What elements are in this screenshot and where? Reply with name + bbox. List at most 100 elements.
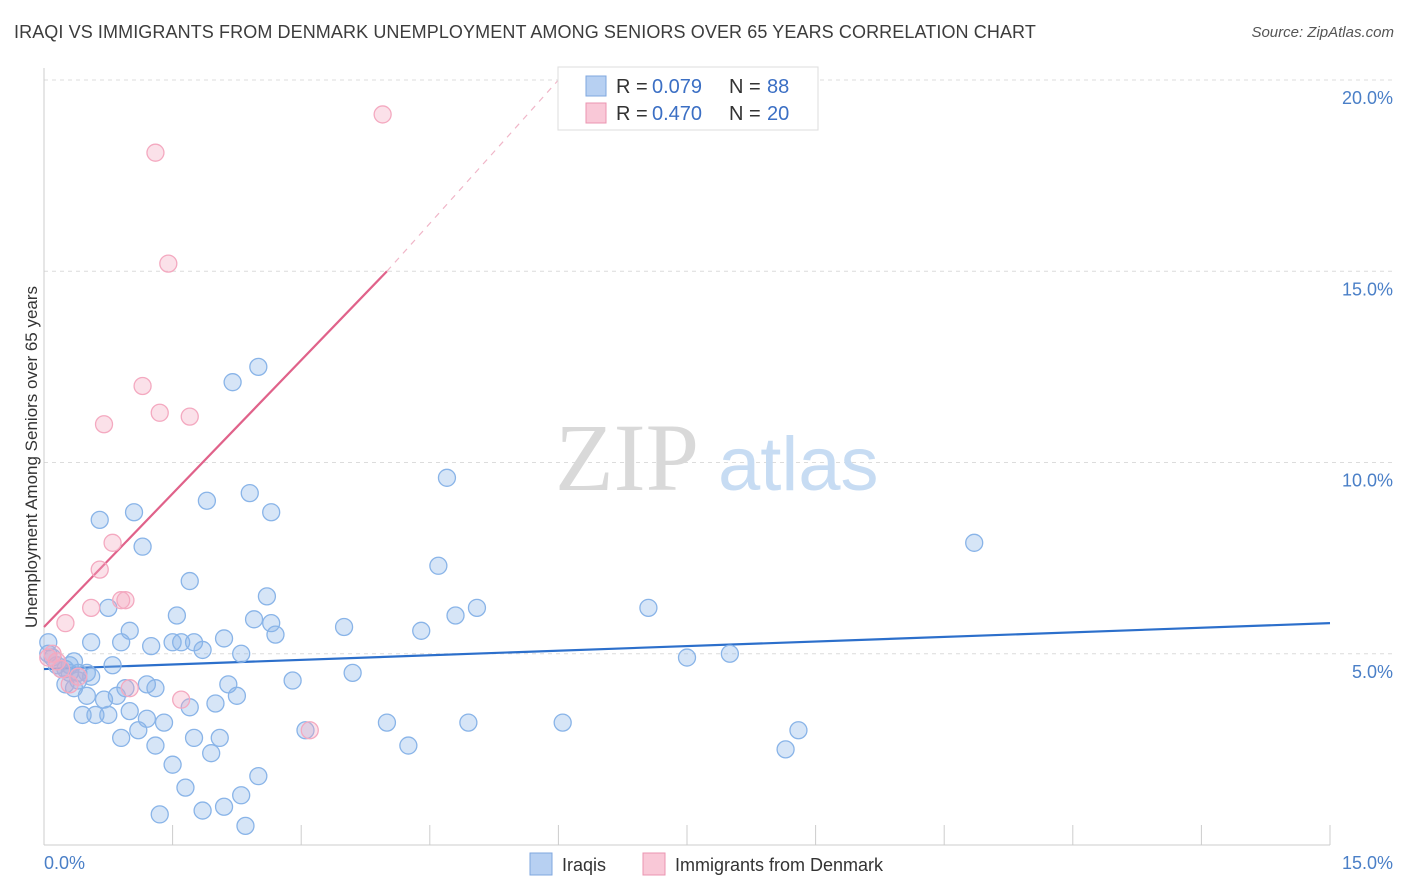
legend-swatch-denmark <box>585 102 607 124</box>
y-axis-label: Unemployment Among Seniors over 65 years <box>22 286 41 628</box>
point-series0-71 <box>283 671 302 690</box>
legend-n-label-1: N = <box>729 76 761 98</box>
point-series0-60 <box>232 786 251 805</box>
point-series0-19 <box>90 510 109 530</box>
point-series0-52 <box>202 744 221 763</box>
point-series0-70 <box>266 625 285 644</box>
point-series0-30 <box>124 503 144 522</box>
point-series0-38 <box>150 805 169 824</box>
y-tick-label-1: 10.0% <box>1342 471 1393 491</box>
watermark-zip: ZIP <box>555 404 699 511</box>
bottom-legend-denmark: Immigrants from Denmark <box>675 855 884 875</box>
point-series0-43 <box>172 633 191 652</box>
legend-n-label-2: N = <box>729 103 761 125</box>
point-series0-59 <box>227 686 247 705</box>
point-series0-69 <box>262 503 281 522</box>
point-series0-68 <box>262 614 281 633</box>
x-tick-label-0: 0.0% <box>44 853 85 873</box>
point-series0-55 <box>214 797 234 816</box>
point-series0-58 <box>223 373 242 392</box>
legend-box: R = 0.079 N = 88 R = 0.470 N = 20 <box>557 66 819 131</box>
y-tick-label-0: 5.0% <box>1352 662 1393 682</box>
bottom-legend: Iraqis Immigrants from Denmark <box>529 852 884 876</box>
chart-title: IRAQI VS IMMIGRANTS FROM DENMARK UNEMPLO… <box>14 22 1036 42</box>
data-points <box>39 105 984 836</box>
point-series0-80 <box>437 468 457 487</box>
point-series0-27 <box>116 679 135 698</box>
point-series0-89 <box>965 533 984 552</box>
point-series1-8 <box>90 560 109 579</box>
point-series1-3 <box>51 659 71 679</box>
point-series0-73 <box>334 617 354 637</box>
y-tick-label-2: 15.0% <box>1342 279 1393 299</box>
point-series1-9 <box>94 415 114 434</box>
point-series1-18 <box>172 690 191 709</box>
point-series0-56 <box>214 629 234 648</box>
point-series1-14 <box>133 376 152 396</box>
point-series0-65 <box>249 357 268 377</box>
point-series0-36 <box>146 736 165 755</box>
point-series1-16 <box>150 403 169 422</box>
point-series0-13 <box>82 667 101 686</box>
point-series0-75 <box>377 713 397 732</box>
trend-extension-series1 <box>386 79 559 272</box>
point-series0-34 <box>137 709 157 728</box>
point-series0-84 <box>639 598 658 617</box>
point-series1-21 <box>373 105 392 124</box>
bottom-legend-swatch-denmark <box>642 852 666 876</box>
point-series0-25 <box>112 728 131 748</box>
point-series0-49 <box>193 640 212 660</box>
point-series1-17 <box>159 254 178 273</box>
point-series0-21 <box>99 705 118 725</box>
point-series1-11 <box>112 591 131 610</box>
legend-n-value-2: 20 <box>767 103 789 125</box>
bottom-legend-swatch-iraqis <box>529 852 553 876</box>
point-series0-79 <box>446 606 465 625</box>
point-series0-64 <box>244 610 264 629</box>
point-series0-29 <box>120 621 139 640</box>
point-series0-81 <box>459 713 478 732</box>
point-series0-67 <box>257 587 277 606</box>
point-series0-33 <box>137 675 157 694</box>
point-series0-61 <box>232 644 251 663</box>
point-series0-35 <box>142 636 161 656</box>
point-series1-7 <box>82 598 101 617</box>
point-series0-76 <box>399 736 418 755</box>
y-tick-label-3: 20.0% <box>1342 88 1393 108</box>
legend-r-value-1: 0.079 <box>652 76 702 98</box>
legend-r-label-2: R = <box>616 103 648 125</box>
point-series0-51 <box>197 491 217 510</box>
point-series0-83 <box>553 713 572 732</box>
legend-n-value-1: 88 <box>767 76 789 98</box>
point-series1-19 <box>180 407 199 426</box>
point-series0-37 <box>146 679 165 698</box>
point-series1-20 <box>300 721 319 740</box>
point-series0-16 <box>86 705 105 725</box>
point-series0-15 <box>77 686 97 705</box>
watermark: ZIP atlas <box>555 404 879 511</box>
point-series1-10 <box>103 533 122 552</box>
point-series0-77 <box>412 621 431 640</box>
trend-line-series0 <box>43 622 1331 671</box>
point-series1-15 <box>146 143 165 162</box>
point-series0-82 <box>467 598 487 617</box>
point-series1-4 <box>56 614 75 633</box>
point-series0-50 <box>193 801 212 820</box>
chart-source: Source: ZipAtlas.com <box>1251 24 1394 41</box>
point-series0-48 <box>184 728 204 748</box>
trend-lines <box>43 79 1331 671</box>
point-series0-88 <box>789 721 808 740</box>
point-series0-87 <box>776 740 795 759</box>
bottom-legend-iraqis: Iraqis <box>562 855 606 875</box>
legend-r-label-1: R = <box>616 76 648 98</box>
point-series0-17 <box>73 705 92 725</box>
point-series1-12 <box>116 591 135 610</box>
point-series1-13 <box>120 679 139 698</box>
point-series0-74 <box>343 663 362 683</box>
point-series1-6 <box>69 667 88 686</box>
point-series0-62 <box>236 816 255 836</box>
point-series0-39 <box>154 713 174 732</box>
point-series0-40 <box>163 755 182 774</box>
point-series0-63 <box>240 483 259 503</box>
point-series0-32 <box>133 537 152 556</box>
